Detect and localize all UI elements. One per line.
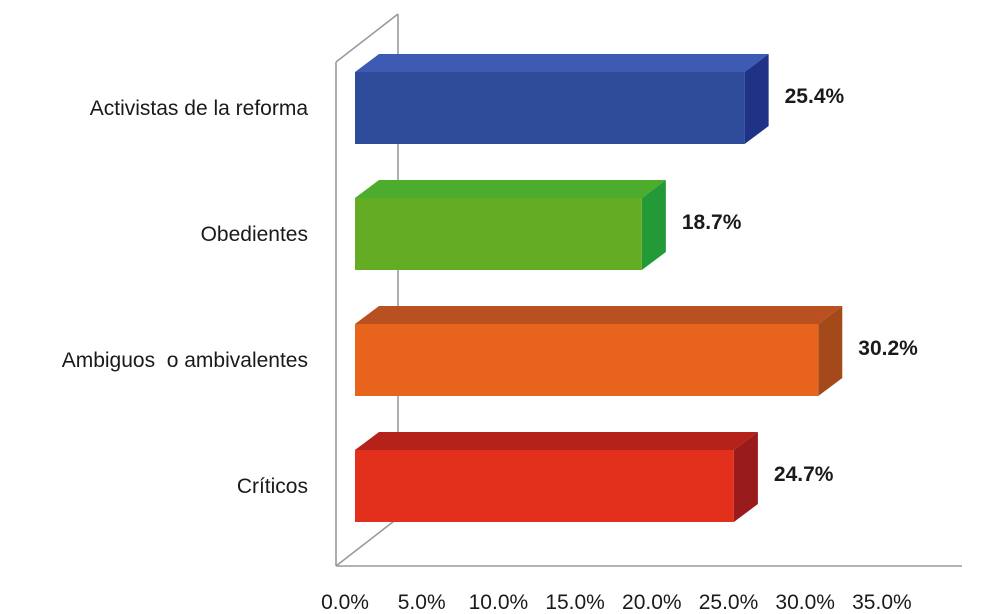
bar-3 — [355, 306, 843, 396]
bars-group — [355, 54, 843, 522]
bar-top-face — [355, 180, 666, 198]
bar-top-face — [355, 306, 843, 324]
x-tick-label: 25.0% — [699, 591, 759, 614]
bar-front-face — [355, 450, 734, 522]
x-tick-label: 0.0% — [321, 591, 369, 614]
bar-front-face — [355, 72, 745, 144]
bar-4 — [355, 432, 758, 522]
bar-front-face — [355, 324, 819, 396]
floor-edge — [335, 517, 399, 567]
data-label: 24.7% — [774, 463, 834, 486]
bar-1 — [355, 54, 769, 144]
data-label: 18.7% — [682, 211, 742, 234]
bar-top-face — [355, 432, 758, 450]
data-label: 30.2% — [858, 337, 918, 360]
bar-side-face — [744, 54, 769, 144]
bar-side-face — [818, 306, 843, 396]
category-label: Activistas de la reforma — [90, 97, 309, 120]
category-label: Críticos — [237, 475, 308, 498]
bar-2 — [355, 180, 666, 270]
category-labels: Activistas de la reforma Obedientes Ambigu… — [62, 97, 309, 498]
x-tick-label: 35.0% — [852, 591, 912, 614]
bar-side-face — [733, 432, 758, 522]
x-tick-label: 30.0% — [775, 591, 835, 614]
back-wall-top-edge — [335, 13, 399, 63]
x-tick-label: 20.0% — [622, 591, 682, 614]
category-label: Ambiguos o ambivalentes — [62, 349, 308, 372]
bar-front-face — [355, 198, 642, 270]
x-tick-labels: 0.0% 5.0% 10.0% 15.0% 20.0% 25.0% 30.0% 35.0% — [321, 591, 912, 614]
data-label: 25.4% — [785, 85, 845, 108]
bar-top-face — [355, 54, 769, 72]
x-tick-label: 5.0% — [398, 591, 446, 614]
x-tick-label: 15.0% — [545, 591, 605, 614]
bar-side-face — [641, 180, 666, 270]
value-labels: 25.4% 18.7% 30.2% 24.7% — [682, 85, 918, 486]
category-label: Obedientes — [201, 223, 308, 246]
x-tick-label: 10.0% — [469, 591, 529, 614]
